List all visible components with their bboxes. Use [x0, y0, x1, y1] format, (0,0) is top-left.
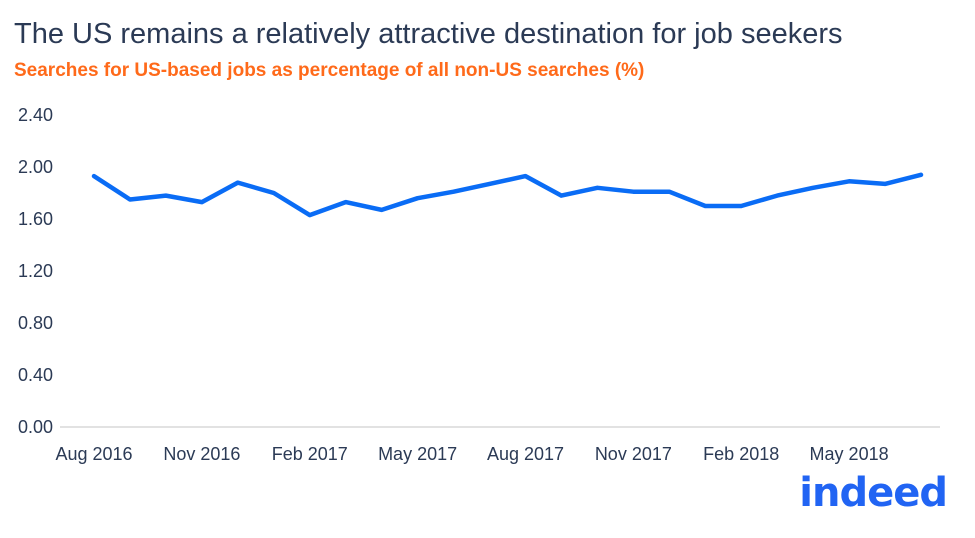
series-line: [91, 172, 924, 218]
x-tick-label: May 2017: [378, 444, 457, 464]
y-tick-label: 2.40: [18, 105, 53, 125]
x-tick-label: Nov 2017: [595, 444, 672, 464]
x-tick-label: May 2018: [810, 444, 889, 464]
y-tick-label: 1.60: [18, 209, 53, 229]
y-tick-label: 0.00: [18, 417, 53, 437]
chart-title: The US remains a relatively attractive d…: [14, 18, 843, 50]
y-tick-label: 1.20: [18, 261, 53, 281]
x-tick-label: Feb 2017: [272, 444, 348, 464]
indeed-logo: indeed: [799, 470, 948, 516]
y-tick-label: 0.80: [18, 313, 53, 333]
x-tick-label: Aug 2017: [487, 444, 564, 464]
y-tick-label: 2.00: [18, 157, 53, 177]
x-tick-label: Aug 2016: [55, 444, 132, 464]
y-tick-label: 0.40: [18, 365, 53, 385]
x-tick-label: Feb 2018: [703, 444, 779, 464]
chart-subtitle: Searches for US-based jobs as percentage…: [14, 60, 645, 81]
x-tick-label: Nov 2016: [163, 444, 240, 464]
